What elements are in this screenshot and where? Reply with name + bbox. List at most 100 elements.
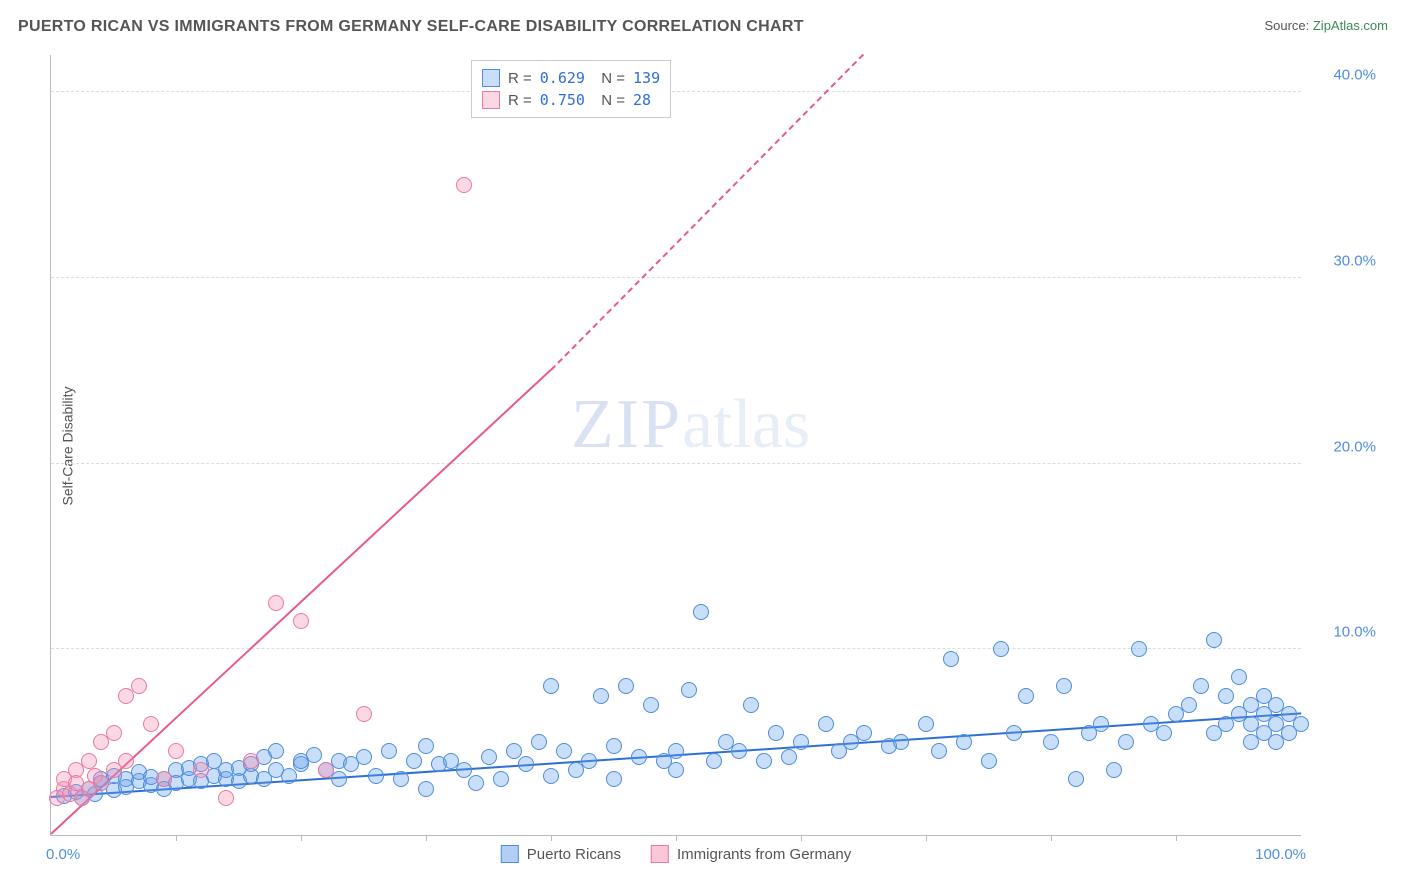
legend-item: Puerto Ricans <box>501 845 621 863</box>
legend-swatch <box>651 845 669 863</box>
data-point <box>993 641 1009 657</box>
data-point <box>618 678 634 694</box>
data-point <box>381 743 397 759</box>
data-point <box>543 678 559 694</box>
data-point <box>306 747 322 763</box>
data-point <box>793 734 809 750</box>
data-point <box>1206 632 1222 648</box>
stats-n-value: 28 <box>633 91 651 109</box>
scatter-plot-area: ZIPatlas 10.0%20.0%30.0%40.0%0.0%100.0%R… <box>50 55 1301 836</box>
data-point <box>456 762 472 778</box>
data-point <box>943 651 959 667</box>
data-point <box>606 771 622 787</box>
gridline-h <box>51 91 1301 92</box>
data-point <box>156 771 172 787</box>
y-tick-label: 20.0% <box>1333 438 1376 455</box>
legend-swatch <box>501 845 519 863</box>
data-point <box>1118 734 1134 750</box>
x-tick <box>1051 835 1052 841</box>
x-max-label: 100.0% <box>1255 846 1306 863</box>
data-point <box>318 762 334 778</box>
data-point <box>518 756 534 772</box>
stats-legend-row: R = 0.750 N = 28 <box>482 89 660 111</box>
data-point <box>1093 716 1109 732</box>
data-point <box>781 749 797 765</box>
x-tick <box>551 835 552 841</box>
gridline-h <box>51 277 1301 278</box>
data-point <box>543 768 559 784</box>
data-point <box>456 177 472 193</box>
data-point <box>631 749 647 765</box>
stats-r-label: R = <box>508 70 532 87</box>
y-tick-label: 10.0% <box>1333 624 1376 641</box>
stats-r-value: 0.750 <box>540 91 585 109</box>
data-point <box>1131 641 1147 657</box>
data-point <box>406 753 422 769</box>
stats-r-label: R = <box>508 92 532 109</box>
data-point <box>606 738 622 754</box>
source-prefix: Source: <box>1264 18 1312 33</box>
data-point <box>856 725 872 741</box>
chart-title: PUERTO RICAN VS IMMIGRANTS FROM GERMANY … <box>18 18 804 36</box>
data-point <box>1218 688 1234 704</box>
x-min-label: 0.0% <box>46 846 80 863</box>
data-point <box>1156 725 1172 741</box>
watermark-atlas: atlas <box>682 386 810 463</box>
data-point <box>581 753 597 769</box>
x-tick <box>426 835 427 841</box>
gridline-h <box>51 648 1301 649</box>
data-point <box>293 613 309 629</box>
x-tick <box>176 835 177 841</box>
data-point <box>106 725 122 741</box>
data-point <box>818 716 834 732</box>
legend-label: Puerto Ricans <box>527 846 621 863</box>
data-point <box>356 706 372 722</box>
watermark-zip: ZIP <box>571 386 682 463</box>
data-point <box>706 753 722 769</box>
source-link[interactable]: ZipAtlas.com <box>1313 18 1388 33</box>
data-point <box>1231 669 1247 685</box>
stats-r-value: 0.629 <box>540 69 585 87</box>
data-point <box>356 749 372 765</box>
data-point <box>93 775 109 791</box>
stats-legend-row: R = 0.629 N = 139 <box>482 67 660 89</box>
data-point <box>393 771 409 787</box>
data-point <box>956 734 972 750</box>
data-point <box>1181 697 1197 713</box>
x-tick <box>676 835 677 841</box>
data-point <box>481 749 497 765</box>
source-attribution: Source: ZipAtlas.com <box>1264 18 1388 33</box>
data-point <box>756 753 772 769</box>
data-point <box>593 688 609 704</box>
data-point <box>918 716 934 732</box>
data-point <box>493 771 509 787</box>
x-tick <box>1176 835 1177 841</box>
data-point <box>468 775 484 791</box>
data-point <box>143 716 159 732</box>
stats-legend: R = 0.629 N = 139R = 0.750 N = 28 <box>471 60 671 118</box>
data-point <box>556 743 572 759</box>
data-point <box>681 682 697 698</box>
data-point <box>243 753 259 769</box>
y-tick-label: 40.0% <box>1333 67 1376 84</box>
stats-n-value: 139 <box>633 69 660 87</box>
data-point <box>1006 725 1022 741</box>
data-point <box>268 595 284 611</box>
data-point <box>893 734 909 750</box>
legend-item: Immigrants from Germany <box>651 845 851 863</box>
legend-swatch <box>482 69 500 87</box>
series-legend: Puerto Ricans Immigrants from Germany <box>501 845 851 863</box>
data-point <box>168 743 184 759</box>
data-point <box>1018 688 1034 704</box>
data-point <box>1068 771 1084 787</box>
data-point <box>418 781 434 797</box>
data-point <box>1056 678 1072 694</box>
data-point <box>768 725 784 741</box>
y-tick-label: 30.0% <box>1333 252 1376 269</box>
data-point <box>81 753 97 769</box>
gridline-h <box>51 463 1301 464</box>
data-point <box>193 762 209 778</box>
data-point <box>743 697 759 713</box>
data-point <box>531 734 547 750</box>
data-point <box>668 743 684 759</box>
